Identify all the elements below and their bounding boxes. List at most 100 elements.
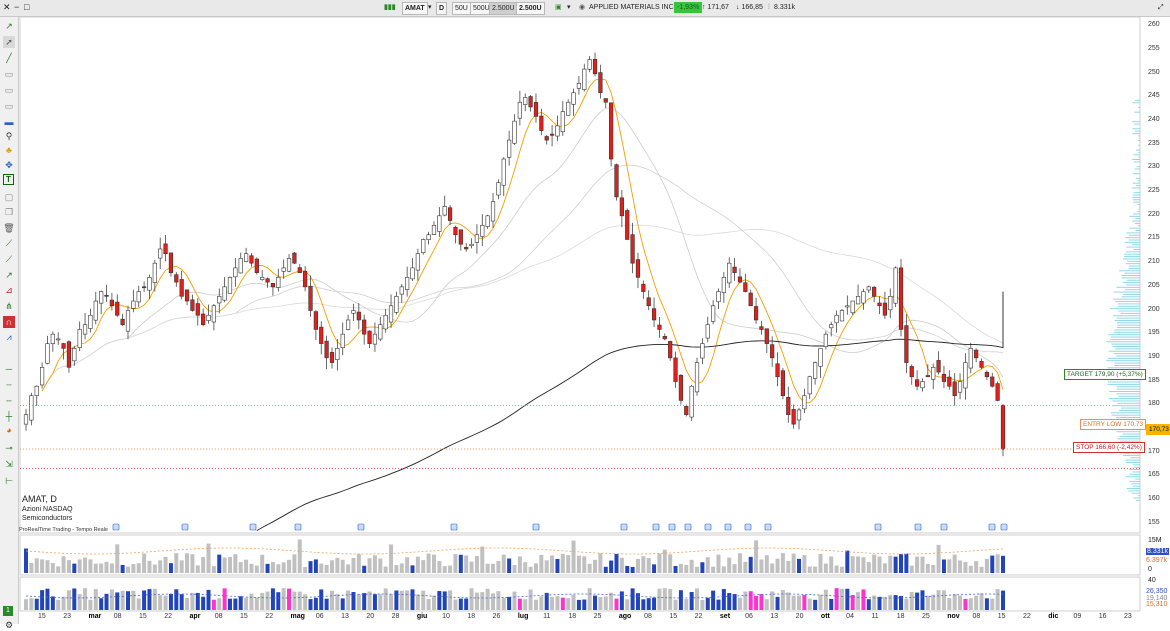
chevron-down-icon[interactable]: ▾ xyxy=(428,4,432,11)
indicator-bar xyxy=(780,589,785,610)
candle-body xyxy=(163,243,168,254)
layers-icon[interactable]: ▬ xyxy=(4,117,14,127)
trash-icon[interactable]: 🗑 xyxy=(3,223,15,233)
price-tick: 200 xyxy=(1148,305,1160,313)
info-icon[interactable]: ◉ xyxy=(579,4,586,11)
candle-body xyxy=(1000,404,1006,450)
units-50-button[interactable]: 50U xyxy=(452,2,471,15)
level-icon[interactable]: ╌ xyxy=(6,396,12,406)
volume-bar xyxy=(72,563,77,573)
copy-icon[interactable]: ❐ xyxy=(4,207,14,217)
target-level-label[interactable]: TARGET 179,90 (+5,37%) xyxy=(1064,369,1146,380)
arrow-icon[interactable]: ↗ xyxy=(5,270,13,280)
units-display-select[interactable]: 2.500U xyxy=(516,2,545,15)
indicator-bar xyxy=(201,596,206,610)
pitchfork-icon[interactable]: ⋔ xyxy=(5,301,13,311)
volume-bar xyxy=(308,561,313,573)
pattern-icon[interactable]: ⩘ xyxy=(6,332,12,342)
candle-body xyxy=(721,277,726,293)
event-marker-icon xyxy=(652,523,660,531)
indicator-bar xyxy=(88,599,93,610)
fibonacci-icon[interactable]: ⊿ xyxy=(5,285,13,295)
cursor-icon[interactable]: ➚ xyxy=(3,36,15,48)
profile-bar xyxy=(1124,272,1140,274)
profile-bar xyxy=(1133,192,1140,194)
trend-icon[interactable]: ↗ xyxy=(5,21,13,31)
indicator-bar xyxy=(206,589,211,610)
profile-bar xyxy=(1134,130,1140,132)
magnet-icon[interactable]: ∩ xyxy=(3,316,15,328)
units-500-button[interactable]: 500U xyxy=(470,2,493,15)
window-minimize-icon[interactable]: − xyxy=(14,2,20,12)
vline-icon[interactable]: ┼ xyxy=(5,411,13,421)
measure-icon[interactable]: ▭ xyxy=(4,85,14,95)
window-close-icon[interactable]: ✕ xyxy=(3,2,11,12)
candle-body xyxy=(233,267,238,278)
candle-body xyxy=(791,409,796,425)
volume-bar xyxy=(281,562,286,573)
indicator-bar xyxy=(678,590,683,610)
profile-bar xyxy=(1135,499,1140,501)
text-icon[interactable]: T xyxy=(3,174,14,185)
profile-bar xyxy=(1129,215,1140,217)
timeframe-selector[interactable]: D xyxy=(436,2,448,15)
time-tick: mar xyxy=(88,613,102,620)
line-icon[interactable]: ╱ xyxy=(6,53,12,63)
stop-level-label[interactable]: STOP 166,60 (-2,42%) xyxy=(1073,442,1145,453)
volume-bar xyxy=(539,554,544,573)
indicator-toggle-icon[interactable]: 1 xyxy=(3,606,13,616)
dash-icon[interactable]: ┄ xyxy=(6,380,12,390)
volume-bar xyxy=(882,563,887,573)
settings-icon[interactable]: ⚙ xyxy=(4,620,14,630)
channel-icon[interactable]: ▭ xyxy=(4,101,14,111)
candle-body xyxy=(286,258,292,272)
indicator-bar xyxy=(566,598,571,610)
indicator-bar xyxy=(737,597,742,610)
candle-body xyxy=(668,341,673,359)
indicator-bar xyxy=(351,592,356,610)
volume-bar xyxy=(598,553,603,573)
event-marker-icon xyxy=(294,523,302,531)
chevron-down-icon[interactable]: ▾ xyxy=(567,4,571,11)
indicator-line xyxy=(25,593,1004,599)
expand-icon[interactable]: ⤢ xyxy=(1158,4,1164,11)
alert-bell-icon[interactable]: ♣ xyxy=(6,145,12,155)
volume-bar xyxy=(512,565,517,573)
indicator-bar xyxy=(147,589,152,610)
profile-bar xyxy=(1112,400,1140,402)
collapse-icon[interactable]: ⊢ xyxy=(5,476,13,486)
profile-bar xyxy=(1129,480,1140,482)
symbol-selector[interactable]: AMAT xyxy=(402,2,428,15)
indicator-bar xyxy=(963,598,968,610)
indicator-bar xyxy=(673,599,678,610)
palette-icon[interactable]: ◕ xyxy=(6,425,12,435)
profile-bar xyxy=(1125,251,1140,253)
candle-body xyxy=(592,58,598,75)
marker-icon[interactable]: ⊸ xyxy=(5,443,13,453)
indicator-bar xyxy=(759,594,764,610)
profile-bar xyxy=(1131,483,1140,485)
segment-icon[interactable]: ⟋ xyxy=(5,238,13,248)
note-icon[interactable]: ▢ xyxy=(4,192,14,202)
link-icon[interactable]: ▣ xyxy=(555,4,562,11)
units-2500-button[interactable]: 2.500U xyxy=(489,2,518,15)
zoom-icon[interactable]: ⚲ xyxy=(5,131,13,141)
profile-bar xyxy=(1116,327,1140,329)
volume-bar xyxy=(877,556,882,573)
volume-bar xyxy=(721,566,726,573)
expand-icon[interactable]: ⇲ xyxy=(5,459,13,469)
candle-body xyxy=(909,366,914,378)
ruler-icon[interactable]: ▭ xyxy=(4,69,14,79)
candle-body xyxy=(539,115,544,131)
volume-bar xyxy=(797,558,802,573)
volume-bar xyxy=(673,566,678,573)
chart-type-icon[interactable]: ▮▮▮ xyxy=(384,4,396,11)
entry-level-label[interactable]: ENTRY LOW 170,73 xyxy=(1080,419,1147,430)
ray-icon[interactable]: ⟋ xyxy=(5,254,13,264)
indicator-bar xyxy=(936,590,941,610)
volume-bar xyxy=(115,544,120,573)
hline-icon[interactable]: ─ xyxy=(5,364,13,374)
window-maximize-icon[interactable]: □ xyxy=(24,2,30,12)
move-icon[interactable]: ✥ xyxy=(5,160,13,170)
